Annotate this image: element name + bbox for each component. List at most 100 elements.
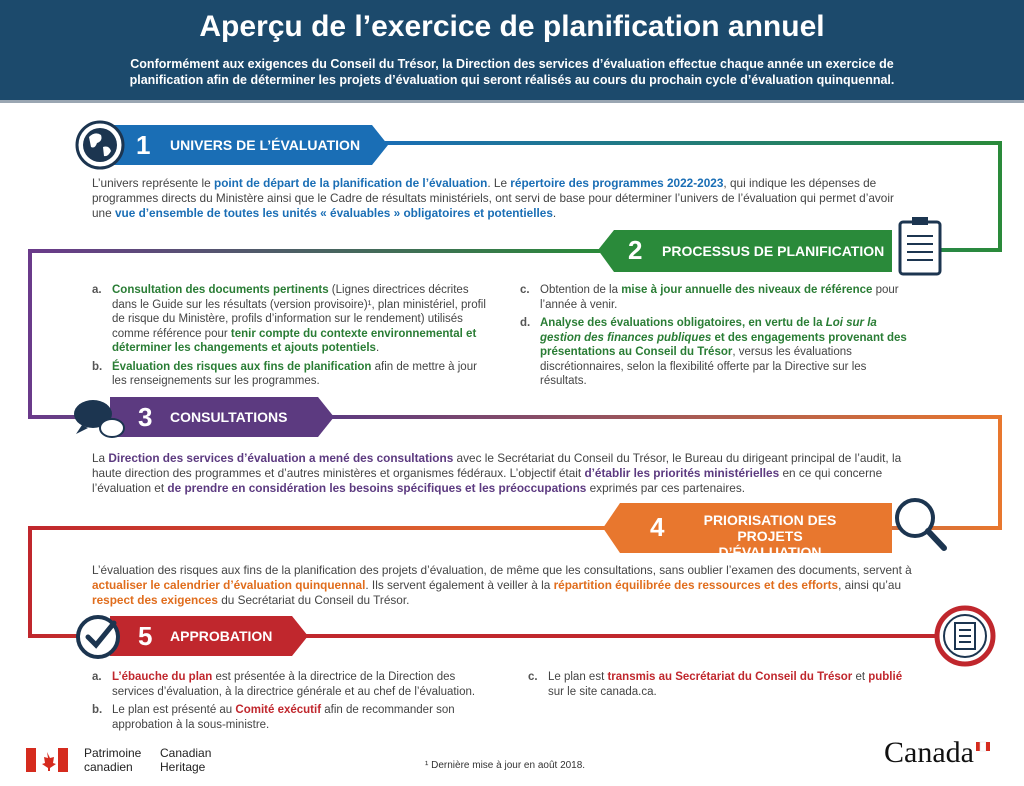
section-paragraph: La Direction des services d’évaluation a… <box>92 451 912 496</box>
item-letter: c. <box>528 671 538 683</box>
text-span: Consultation des documents pertinents (L… <box>112 283 492 356</box>
graphic <box>89 133 111 157</box>
text-span: Le plan est présenté au Comité exécutif … <box>112 703 492 732</box>
graphic <box>943 614 987 658</box>
graphic <box>898 220 942 276</box>
text-span: Le plan est <box>548 671 608 683</box>
connector-line <box>385 141 1002 252</box>
canada-wordmark: Canada <box>884 736 974 769</box>
list-column: c. Le plan est transmis au Secrétariat du… <box>528 670 918 703</box>
item-letter: a. <box>92 284 102 296</box>
emphasis-text: Comité exécutif <box>235 704 322 716</box>
section-title: PROCESSUS DE PLANIFICATION <box>662 243 885 259</box>
text-span: Le plan est transmis au Secrétariat du C… <box>548 670 918 699</box>
banner <box>110 397 334 437</box>
document-icon <box>934 605 996 667</box>
section-number: 1 <box>136 130 151 160</box>
connector-line <box>28 526 605 638</box>
section-number: 2 <box>628 235 643 265</box>
list-column: a. Consultation des documents pertinents … <box>92 283 492 393</box>
page-title: Aperçu de l’exercice de planification an… <box>199 10 825 43</box>
text-span: en ce qui concerne l’évaluation et <box>92 466 883 495</box>
emphasis-text: d’établir les priorités ministérielles <box>584 466 780 480</box>
list-column: c. Obtention de la mise à jour annuelle d… <box>520 283 910 393</box>
emphasis-text: transmis au Secrétariat du Conseil du Tr… <box>607 671 853 683</box>
graphic <box>895 498 935 538</box>
section-paragraph: L’univers représente le point de départ … <box>92 176 912 221</box>
chat-icon <box>74 400 125 438</box>
graphic <box>925 528 947 551</box>
item-letter: b. <box>92 360 103 373</box>
text-span: et <box>852 671 869 683</box>
list-item: b. Évaluation des risques aux fins de pla… <box>92 360 492 389</box>
text-span: La <box>92 451 109 465</box>
emphasis-text: vue d’ensemble de toutes les unités « év… <box>114 206 553 220</box>
emphasis-text: L’ébauche du plan <box>112 671 213 683</box>
section-title: PRIORISATION DES PROJETS D’ÉVALUATION <box>703 512 837 560</box>
graphic <box>85 620 117 649</box>
graphic <box>83 128 117 162</box>
page-subtitle: Conformément aux exigences du Conseil du… <box>129 57 895 87</box>
department-name-en: Canadian Heritage <box>160 746 212 774</box>
emphasis-text: Évaluation des risques aux fins de plani… <box>112 360 372 373</box>
department-name-fr: Patrimoine canadien <box>84 746 142 774</box>
graphic <box>99 418 125 438</box>
text-span: du Secrétariat du Conseil du Trésor. <box>217 593 410 607</box>
item-letter: d. <box>520 317 531 329</box>
emphasis-text: répertoire des programmes 2022-2023 <box>510 176 724 190</box>
graphic <box>74 400 112 428</box>
text-span: . Le <box>487 176 511 190</box>
emphasis-text: Loi sur la gestion des finances publique… <box>540 317 877 344</box>
section-title: APPROBATION <box>170 628 273 644</box>
magnifier-icon <box>895 498 947 551</box>
section-number: 4 <box>650 512 665 542</box>
graphic <box>986 742 990 751</box>
section-number: 5 <box>138 621 153 651</box>
section-number: 3 <box>138 402 153 432</box>
check-icon <box>76 615 120 659</box>
graphic <box>58 748 68 772</box>
emphasis-text: actualiser le calendrier d’évaluation qu… <box>92 578 366 592</box>
emphasis-text: Consultation des documents pertinents <box>112 284 329 296</box>
text-span: est présentée à la directrice de la Dire… <box>112 671 476 698</box>
emphasis-text: respect des exigences <box>92 593 218 607</box>
text-span: Obtention de la <box>540 284 622 296</box>
wordmark-flag <box>976 741 990 752</box>
section-title: UNIVERS DE L’ÉVALUATION <box>170 137 361 153</box>
section-paragraph: L’évaluation des risques aux fins de la … <box>92 563 912 608</box>
list-column: a. L’ébauche du plan est présentée à la d… <box>92 670 492 736</box>
banner <box>603 503 892 553</box>
graphic <box>28 141 1002 638</box>
emphasis-text: Direction des services d’évaluation a me… <box>108 451 454 465</box>
text-span: , qui indique les dépenses de programmes… <box>92 176 894 220</box>
item-letter: b. <box>92 704 103 716</box>
clipboard-icon <box>898 217 942 276</box>
emphasis-text: de prendre en considération les besoins … <box>167 481 587 495</box>
connector-line <box>330 415 1002 530</box>
banner <box>598 230 892 272</box>
text-span: pour l’année à venir. <box>540 284 899 311</box>
text-span: sur le site canada.ca. <box>548 685 657 698</box>
item-letter: c. <box>520 284 530 296</box>
text-span: Obtention de la mise à jour annuelle des… <box>540 283 910 312</box>
graphic <box>26 748 36 772</box>
emphasis-text: tenir compte du contexte environnemental… <box>112 327 477 355</box>
graphic <box>42 752 56 771</box>
text-span: L’évaluation des risques aux fins de la … <box>92 563 912 577</box>
text-span: afin de mettre à jour les renseignements… <box>112 360 477 388</box>
list-item: b. Le plan est présenté au Comité exécuti… <box>92 703 492 732</box>
text-span: L’univers représente le <box>92 176 214 190</box>
banner <box>110 125 388 165</box>
item-letter: a. <box>92 671 102 683</box>
banner <box>110 616 308 656</box>
list-item: c. Le plan est transmis au Secrétariat du… <box>528 670 918 699</box>
graphic <box>976 742 980 751</box>
header <box>0 0 1024 103</box>
graphic <box>76 425 88 434</box>
text-span: . <box>552 206 557 220</box>
globe-icon <box>75 120 125 170</box>
graphic <box>959 629 971 643</box>
text-span: afin de recommander son approbation à la… <box>112 704 455 731</box>
